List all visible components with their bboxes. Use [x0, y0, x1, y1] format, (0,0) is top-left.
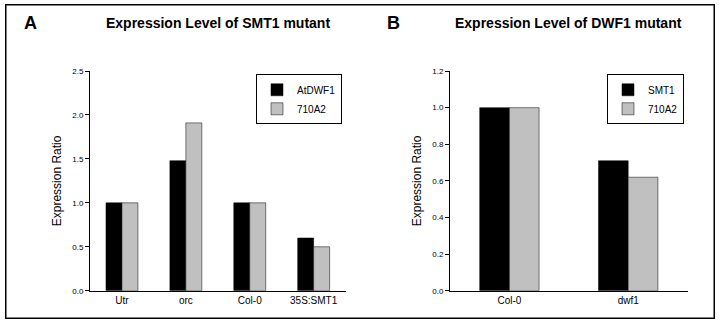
svg-text:0.5: 0.5: [72, 243, 84, 252]
svg-text:Col-0: Col-0: [497, 295, 521, 306]
svg-text:0.0: 0.0: [72, 287, 84, 296]
svg-text:2.0: 2.0: [72, 111, 84, 120]
svg-text:0.6: 0.6: [432, 177, 444, 186]
svg-text:2.5: 2.5: [72, 67, 84, 76]
svg-text:Utr: Utr: [115, 295, 129, 306]
svg-text:dwf1: dwf1: [618, 295, 640, 306]
svg-text:1.0: 1.0: [72, 199, 84, 208]
svg-text:Expression Level of DWF1 mutan: Expression Level of DWF1 mutant: [455, 15, 682, 31]
svg-text:AtDWF1: AtDWF1: [297, 85, 335, 96]
svg-text:0.8: 0.8: [432, 140, 444, 149]
svg-text:Col-0: Col-0: [238, 295, 262, 306]
svg-text:Expression Level of SMT1 mutan: Expression Level of SMT1 mutant: [106, 15, 330, 31]
svg-text:0.0: 0.0: [432, 287, 444, 296]
svg-text:Expression Ratio: Expression Ratio: [410, 135, 424, 226]
svg-text:0.2: 0.2: [432, 250, 444, 259]
svg-text:1.0: 1.0: [432, 103, 444, 112]
svg-text:1.5: 1.5: [72, 155, 84, 164]
svg-text:orc: orc: [179, 295, 193, 306]
svg-text:Expression Ratio: Expression Ratio: [50, 135, 64, 226]
svg-text:SMT1: SMT1: [648, 85, 675, 96]
svg-text:710A2: 710A2: [648, 104, 677, 115]
svg-text:B: B: [387, 13, 400, 33]
svg-text:710A2: 710A2: [297, 104, 326, 115]
svg-text:35S:SMT1: 35S:SMT1: [290, 295, 338, 306]
svg-text:0.4: 0.4: [432, 213, 444, 222]
svg-text:1.2: 1.2: [432, 67, 444, 76]
svg-text:A: A: [24, 13, 37, 33]
